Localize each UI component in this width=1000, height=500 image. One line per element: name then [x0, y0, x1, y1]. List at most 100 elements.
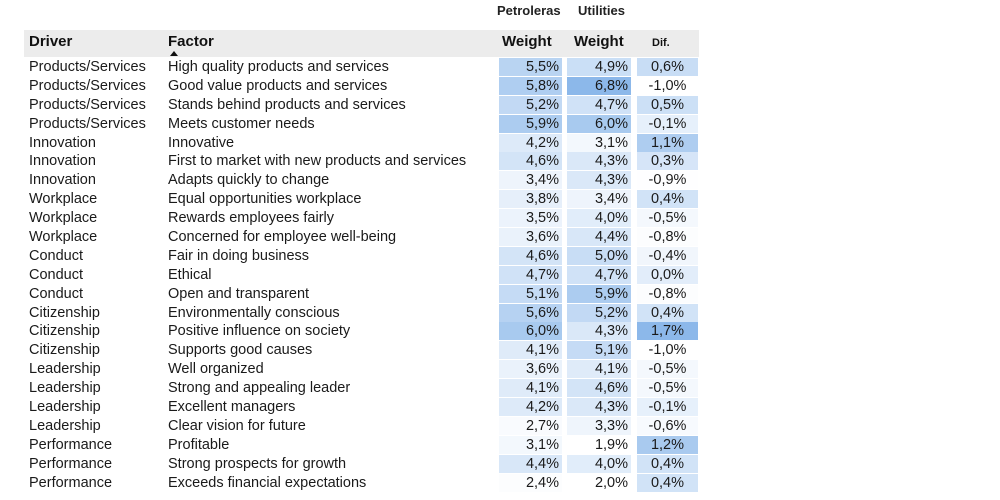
driver-cell: Conduct — [29, 247, 84, 264]
petroleras-weight-cell: 5,8% — [499, 76, 562, 95]
dif-cell: 0,4% — [637, 190, 698, 209]
utilities-weight-cell: 1,9% — [567, 435, 631, 454]
table-row[interactable]: Products/Services High quality products a… — [0, 58, 1000, 77]
utilities-weight-cell: 4,7% — [567, 265, 631, 284]
dif-cell: -1,0% — [637, 341, 698, 360]
factor-cell: Strong prospects for growth — [168, 455, 347, 472]
utilities-weight-cell: 3,4% — [567, 190, 631, 209]
dif-cell: -0,5% — [637, 360, 698, 379]
factor-cell: Concerned for employee well-being — [168, 229, 397, 246]
table-row[interactable]: Leadership Excellent managers 4,2% 4,3% -0,1… — [0, 398, 1000, 417]
dif-cell: -0,5% — [637, 209, 698, 228]
table-row[interactable]: Leadership Strong and appealing leader 4,1… — [0, 379, 1000, 398]
driver-cell: Leadership — [29, 399, 101, 416]
table-row[interactable]: Products/Services Meets customer needs 5,9… — [0, 114, 1000, 134]
table-row[interactable]: Performance Profitable 3,1% 1,9% 1,2% — [0, 435, 1000, 455]
table-row[interactable]: Performance Exceeds financial expectation… — [0, 473, 1000, 493]
table-row[interactable]: Innovation Innovative 4,2% 3,1% 1,1% — [0, 133, 1000, 153]
factor-cell: Ethical — [168, 266, 212, 283]
driver-cell: Products/Services — [29, 77, 146, 94]
factor-cell: Profitable — [168, 436, 230, 453]
table-row[interactable]: Performance Strong prospects for growth 4,… — [0, 454, 1000, 474]
factor-cell: Clear vision for future — [168, 417, 306, 434]
table-body: Products/Services High quality products a… — [0, 58, 1000, 492]
dif-cell: 0,3% — [637, 152, 698, 171]
petroleras-weight-cell: 4,6% — [499, 246, 562, 265]
table-row[interactable]: Workplace Concerned for employee well-bei… — [0, 228, 1000, 247]
driver-cell: Citizenship — [29, 342, 100, 359]
utilities-weight-cell: 3,1% — [567, 133, 631, 152]
column-header-utilities-weight[interactable]: Weight — [574, 33, 624, 50]
utilities-weight-cell: 5,2% — [567, 303, 631, 322]
column-header-dif[interactable]: Dif. — [652, 37, 670, 49]
dif-cell: 1,7% — [637, 322, 698, 341]
table-row[interactable]: Workplace Equal opportunities workplace 3,… — [0, 190, 1000, 209]
utilities-weight-cell: 4,6% — [567, 379, 631, 398]
utilities-weight-cell: 4,4% — [567, 228, 631, 247]
driver-cell: Innovation — [29, 134, 96, 151]
utilities-weight-cell: 6,8% — [567, 76, 631, 95]
factor-cell: Strong and appealing leader — [168, 380, 351, 397]
driver-cell: Performance — [29, 436, 113, 453]
utilities-weight-cell: 4,0% — [567, 209, 631, 228]
group-header-utilities: Utilities — [578, 3, 625, 18]
driver-cell: Conduct — [29, 285, 84, 302]
petroleras-weight-cell: 4,1% — [499, 379, 562, 398]
dif-cell: -0,4% — [637, 246, 698, 265]
dif-cell: -0,1% — [637, 398, 698, 417]
table-row[interactable]: Leadership Clear vision for future 2,7% 3,3… — [0, 416, 1000, 436]
table-row[interactable]: Innovation First to market with new produ… — [0, 152, 1000, 171]
driver-cell: Products/Services — [29, 115, 146, 132]
driver-cell: Workplace — [29, 191, 98, 208]
dif-cell: 1,1% — [637, 133, 698, 152]
driver-cell: Innovation — [29, 172, 96, 189]
utilities-weight-cell: 4,3% — [567, 171, 631, 190]
driver-cell: Innovation — [29, 153, 96, 170]
table-row[interactable]: Conduct Fair in doing business 4,6% 5,0% -0,… — [0, 246, 1000, 266]
table-row[interactable]: Products/Services Stands behind products … — [0, 95, 1000, 115]
utilities-weight-cell: 4,1% — [567, 360, 631, 379]
factor-cell: Good value products and services — [168, 77, 388, 94]
utilities-weight-cell: 5,1% — [567, 341, 631, 360]
table-row[interactable]: Conduct Ethical 4,7% 4,7% 0,0% — [0, 265, 1000, 285]
dif-cell: -0,5% — [637, 379, 698, 398]
utilities-weight-cell: 5,9% — [567, 284, 631, 303]
table-row[interactable]: Workplace Rewards employees fairly 3,5% 4,0… — [0, 209, 1000, 228]
factor-cell: Innovative — [168, 134, 235, 151]
petroleras-weight-cell: 4,4% — [499, 454, 562, 473]
utilities-weight-cell: 6,0% — [567, 114, 631, 133]
table-row[interactable]: Citizenship Supports good causes 4,1% 5,1% -… — [0, 341, 1000, 360]
utilities-weight-cell: 4,7% — [567, 95, 631, 114]
table-row[interactable]: Innovation Adapts quickly to change 3,4% 4,… — [0, 171, 1000, 190]
petroleras-weight-cell: 3,6% — [499, 360, 562, 379]
factor-cell: Rewards employees fairly — [168, 210, 335, 227]
table-row[interactable]: Citizenship Positive influence on society… — [0, 322, 1000, 341]
utilities-weight-cell: 2,0% — [567, 473, 631, 492]
petroleras-weight-cell: 3,6% — [499, 228, 562, 247]
petroleras-weight-cell: 5,6% — [499, 303, 562, 322]
dif-cell: 0,0% — [637, 265, 698, 284]
driver-cell: Leadership — [29, 380, 101, 397]
factor-cell: Equal opportunities workplace — [168, 191, 362, 208]
driver-cell: Products/Services — [29, 59, 146, 75]
table-row[interactable]: Citizenship Environmentally conscious 5,6%… — [0, 303, 1000, 323]
utilities-weight-cell: 5,0% — [567, 246, 631, 265]
factor-cell: Exceeds financial expectations — [168, 474, 367, 491]
table-row[interactable]: Conduct Open and transparent 5,1% 5,9% -0,8% — [0, 284, 1000, 304]
petroleras-weight-cell: 4,7% — [499, 265, 562, 284]
column-header-factor[interactable]: Factor — [168, 33, 214, 50]
column-header-petroleras-weight[interactable]: Weight — [502, 33, 552, 50]
table-row[interactable]: Leadership Well organized 3,6% 4,1% -0,5% — [0, 360, 1000, 379]
driver-cell: Workplace — [29, 229, 98, 246]
sort-ascending-icon[interactable] — [170, 51, 178, 56]
column-header-driver[interactable]: Driver — [29, 33, 73, 50]
petroleras-weight-cell: 2,4% — [499, 473, 562, 492]
header-band — [24, 30, 699, 57]
dif-cell: 1,2% — [637, 435, 698, 454]
factor-cell: High quality products and services — [168, 59, 389, 75]
petroleras-weight-cell: 3,1% — [499, 435, 562, 454]
dif-cell: -0,8% — [637, 228, 698, 247]
petroleras-weight-cell: 3,5% — [499, 209, 562, 228]
petroleras-weight-cell: 4,6% — [499, 152, 562, 171]
table-row[interactable]: Products/Services Good value products and… — [0, 76, 1000, 96]
